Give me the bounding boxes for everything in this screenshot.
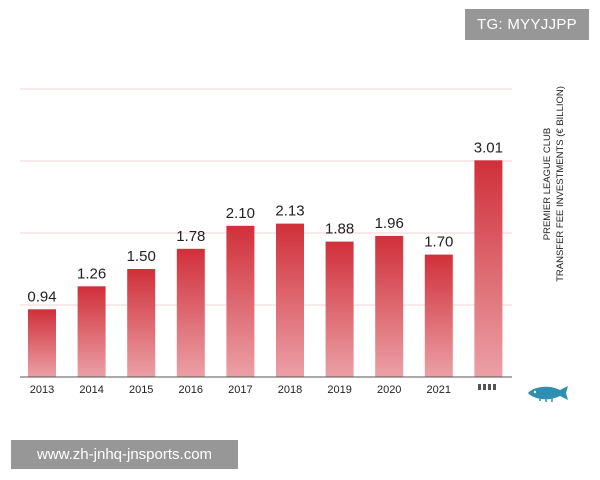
x-tick-label: 2021 (427, 384, 451, 396)
y-axis-label-line-1: PREMIER LEAGUE CLUB (542, 127, 553, 240)
fish-icon (528, 386, 568, 402)
bar-2014 (77, 286, 106, 377)
value-labels: 0.94 1.26 1.50 1.78 2.10 2.13 1.88 1.96 1.70 3.01 (27, 139, 503, 305)
value-label: 2.10 (226, 205, 255, 222)
bars (28, 160, 503, 377)
x-tick-label: 2018 (278, 384, 302, 396)
x-tick-label: 2014 (79, 384, 103, 396)
x-tick-label: 2019 (327, 384, 351, 396)
x-tick-label: 2013 (30, 384, 54, 396)
bar-2013 (28, 309, 56, 377)
bar-2017 (226, 225, 255, 377)
value-label: 1.26 (77, 265, 106, 282)
value-label: 1.50 (127, 248, 156, 265)
y-axis-label: PREMIER LEAGUE CLUB TRANSFER FEE INVESTM… (520, 85, 588, 282)
bar-2016 (176, 248, 205, 377)
x-tick-label: 2015 (129, 384, 153, 396)
value-label: 1.96 (375, 215, 404, 232)
bar-last (474, 160, 503, 377)
bar-2021 (424, 254, 453, 377)
x-tick-label: 2016 (179, 384, 203, 396)
bar-2018 (276, 223, 304, 377)
obscured-tick-label (478, 384, 496, 390)
x-tick-label: 2020 (377, 384, 401, 396)
value-label: 1.78 (176, 228, 205, 245)
y-axis-label-line-2: TRANSFER FEE INVESTMENTS (€ BILLION) (555, 85, 566, 282)
watermark-bottom: www.zh-jnhq-jnsports.com (11, 440, 238, 469)
value-label: 0.94 (27, 288, 56, 305)
x-tick-labels: 2013 2014 2015 2016 2017 2018 2019 2020 2021 (30, 384, 451, 396)
bar-2020 (375, 235, 404, 377)
bar-2019 (325, 241, 354, 377)
bar-2015 (127, 269, 156, 377)
value-label: 2.13 (275, 203, 304, 220)
watermark-top: TG: MYYJJPP (465, 9, 589, 40)
value-label: 1.70 (424, 234, 453, 251)
value-label: 1.88 (325, 221, 354, 238)
x-tick-label: 2017 (228, 384, 252, 396)
value-label: 3.01 (474, 139, 503, 156)
